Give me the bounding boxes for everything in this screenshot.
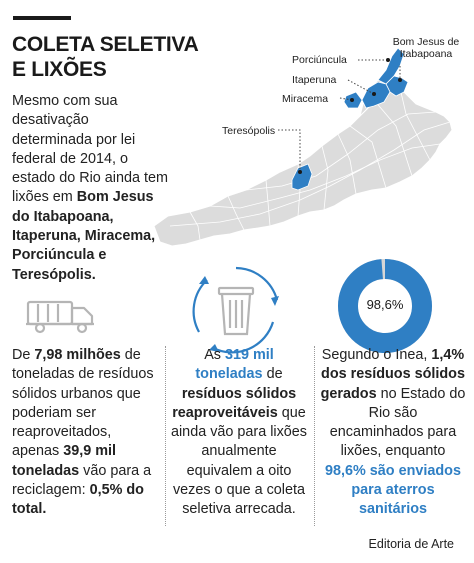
label-teresopolis: Teresópolis: [222, 125, 276, 137]
itaperuna-area: [361, 81, 391, 109]
donut-arc-value: [338, 259, 432, 353]
right-column-text: Segundo o Inea, 1,4% dos resíduos sólido…: [320, 347, 466, 518]
title-line-1: COLETA SELETIVA: [12, 33, 199, 56]
label-porciuncula: Porciúncula: [292, 54, 347, 66]
column-divider-2: [314, 346, 315, 526]
rio-state-map: [153, 47, 453, 247]
label-itaperuna: Itaperuna: [292, 74, 337, 86]
leader-itaperuna: [347, 79, 375, 95]
intro-cities: Bom Jesus do Itabapoana, Itaperuna, Mira…: [12, 189, 156, 283]
highlighted-municipalities: [291, 47, 409, 191]
title-line-2: E LIXÕES: [12, 58, 107, 81]
garbage-truck-icon: [26, 300, 94, 334]
label-miracema: Miracema: [282, 93, 329, 105]
label-bom-jesus: Bom Jesus de Itabapoana: [392, 36, 460, 60]
bom-jesus-area: [385, 75, 409, 97]
intro-paragraph: Mesmo com sua desativação determinada po…: [12, 92, 172, 285]
title-rule: [13, 16, 71, 20]
intro-text: Mesmo com sua desativação determinada po…: [12, 93, 168, 206]
leader-teresopolis: [278, 129, 301, 170]
recycling-bin-icon: [192, 266, 279, 354]
donut-label: 98,6%: [366, 297, 404, 312]
donut-chart: [338, 259, 432, 353]
column-divider-1: [165, 346, 166, 526]
left-column-text: De 7,98 milhões de toneladas de resíduos…: [12, 347, 154, 518]
middle-column-text: As 319 mil toneladas de resíduos sólidos…: [170, 347, 307, 518]
teresopolis-area: [291, 163, 313, 191]
credit-text: Editoria de Arte: [368, 537, 454, 551]
page-title: COLETA SELETIVA E LIXÕES: [12, 32, 212, 82]
